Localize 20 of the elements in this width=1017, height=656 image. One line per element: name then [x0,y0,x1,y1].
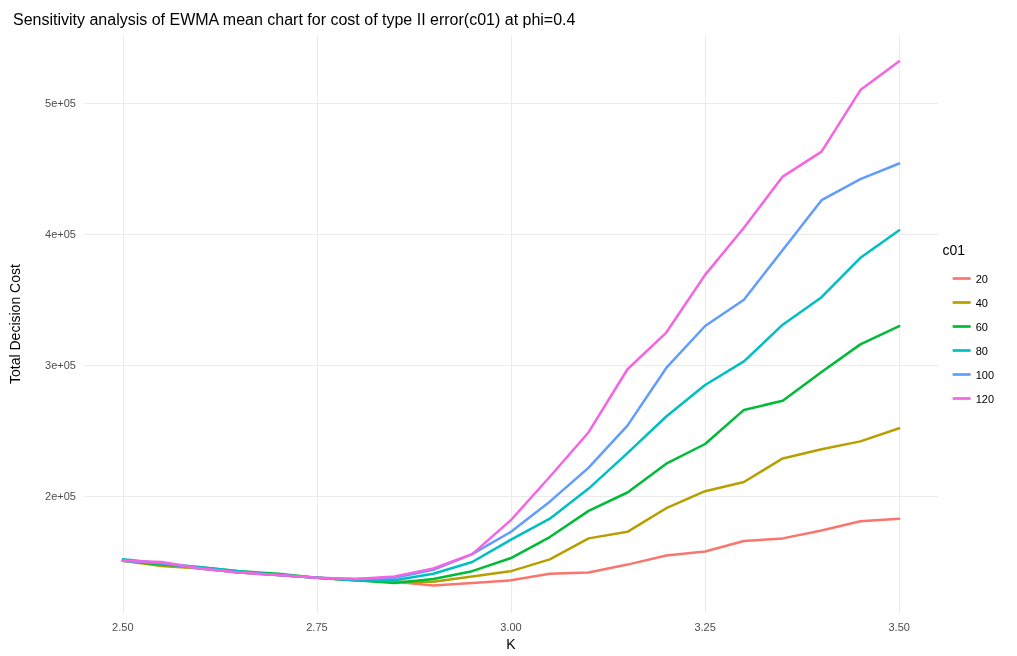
y-tick-label: 5e+05 [45,97,76,110]
legend-label: 20 [975,272,988,285]
x-tick-label: 3.25 [694,620,716,633]
line-series [121,59,901,581]
x-tick-label: 2.75 [306,620,328,633]
x-tick-label: 2.50 [112,620,134,633]
legend-label: 60 [975,320,988,333]
x-tick-label: 3.00 [500,620,522,633]
y-tick-label: 3e+05 [45,359,76,372]
legend-label: 40 [975,296,988,309]
legend-title: c01 [942,242,966,258]
x-tick-label: 3.50 [888,620,910,633]
y-tick-label: 2e+05 [45,490,76,503]
y-tick-label: 4e+05 [45,228,76,241]
x-axis-title: K [506,636,517,652]
legend-label: 120 [975,392,995,405]
legend-label: 100 [975,368,995,381]
chart-title: Sensitivity analysis of EWMA mean chart for cost of type II error(c01) at phi=0.4 [13,10,576,28]
legend-label: 80 [975,344,988,357]
y-axis-title: Total Decision Cost [7,264,23,384]
